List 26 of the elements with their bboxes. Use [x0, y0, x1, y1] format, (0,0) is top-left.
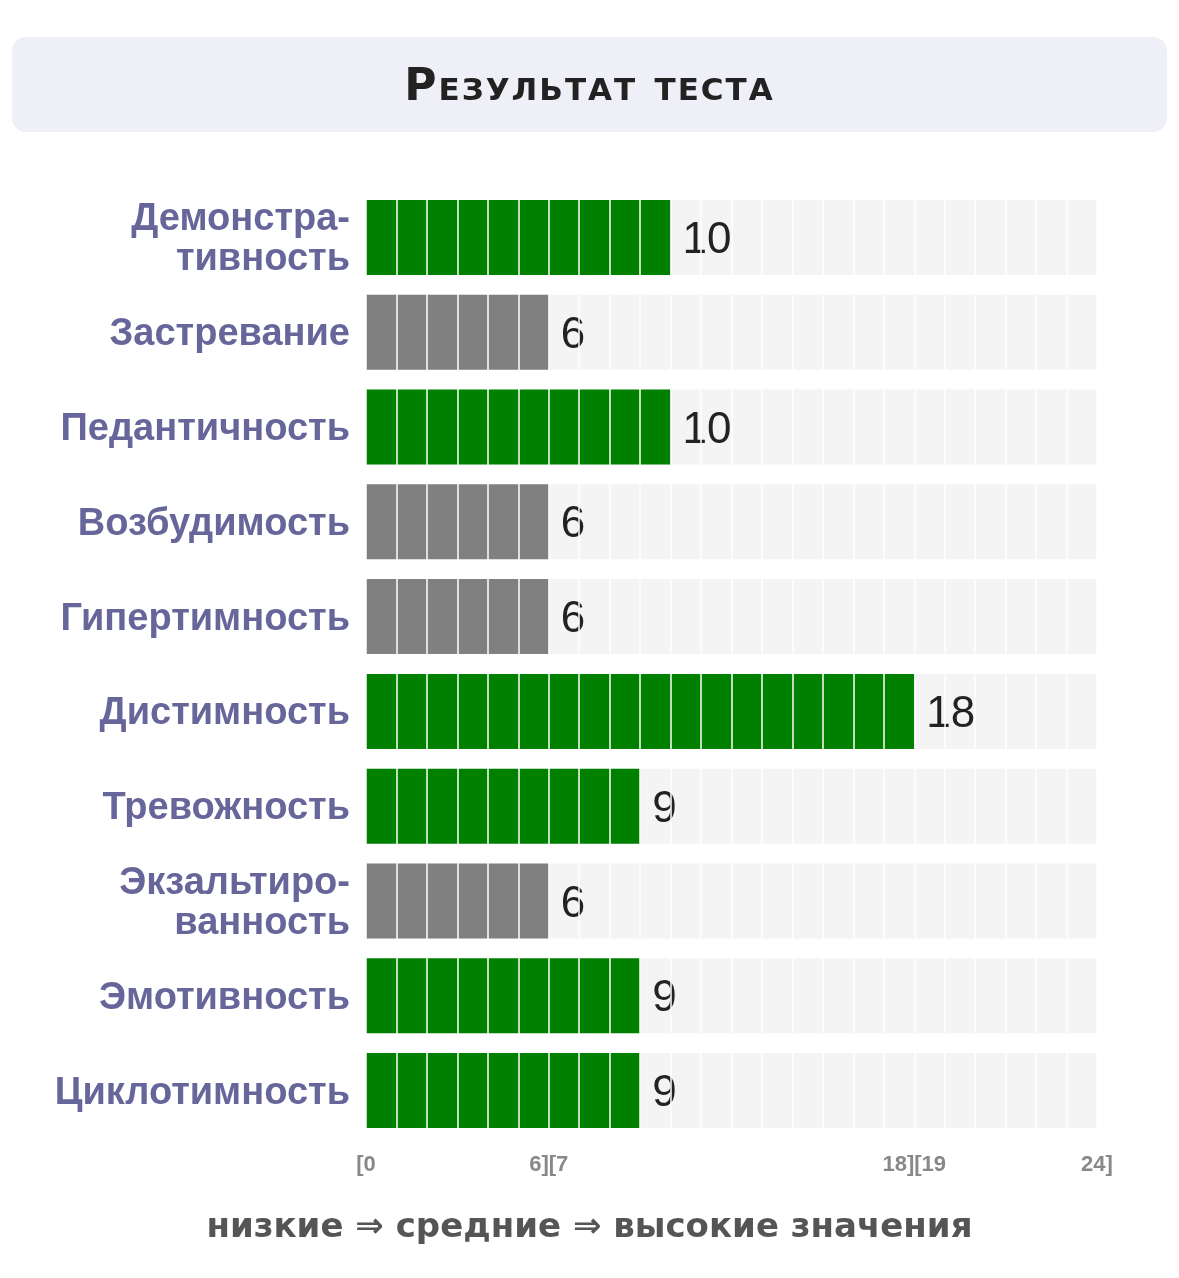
y-tick-label: Застревание [109, 311, 350, 354]
x-tick-label: 24] [1081, 1150, 1113, 1176]
data-label: 6 [560, 307, 586, 357]
x-tick-label: 18][19 [882, 1150, 947, 1176]
data-label: 10 [682, 402, 732, 452]
chart-title: Результат теста [12, 37, 1167, 132]
data-label: 10 [682, 212, 732, 262]
y-tick-label: Тревожность [102, 785, 350, 828]
x-tick-label: 6][7 [529, 1150, 569, 1176]
data-label: 6 [560, 592, 586, 642]
data-label: 9 [652, 781, 677, 831]
x-tick-label: [0 [356, 1150, 376, 1176]
data-label: 9 [652, 1066, 677, 1116]
data-label: 18 [926, 686, 976, 736]
y-tick-label: Циклотимность [54, 1069, 350, 1112]
y-tick-label: Педантичность [60, 406, 350, 448]
y-tick-label: Возбудимость [77, 500, 350, 543]
text: низкие ⇒ средние ⇒ высокие значения [205, 1205, 974, 1245]
data-label: 6 [560, 876, 586, 926]
data-label: 9 [652, 971, 677, 1021]
y-tick-label: Экзальтиро- ванность [119, 860, 350, 942]
y-tick-label: Гипертимность [60, 595, 350, 638]
y-tick-label: Демонстра- тивность [131, 196, 350, 279]
data-label: 6 [560, 497, 586, 547]
y-tick-label: Эмотивность [98, 974, 350, 1017]
y-tick-label: Дистимность [99, 690, 350, 733]
